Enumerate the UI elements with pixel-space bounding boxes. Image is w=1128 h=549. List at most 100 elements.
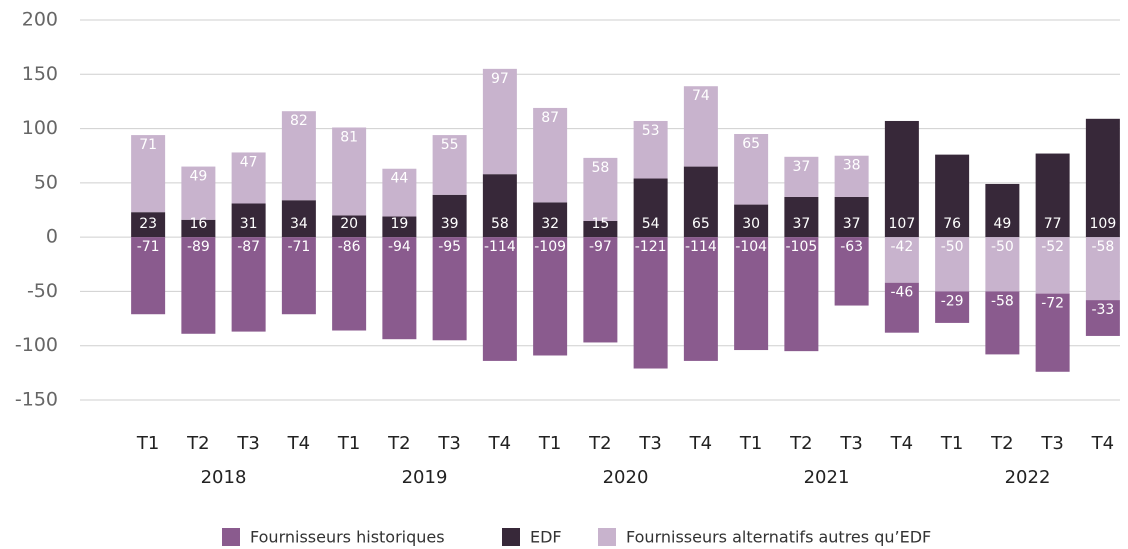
- year-label: 2020: [603, 467, 649, 488]
- legend-label: Fournisseurs alternatifs autres qu’EDF: [626, 528, 931, 547]
- value-label: 87: [541, 110, 559, 126]
- bar-segment: [131, 212, 166, 238]
- value-label: -121: [635, 239, 667, 255]
- bar-segment: [734, 204, 769, 238]
- value-label: 44: [390, 171, 408, 187]
- x-tick-label: T1: [940, 433, 963, 454]
- value-label: -42: [890, 239, 913, 255]
- x-tick-label: T4: [488, 433, 511, 454]
- bar-segment: [382, 237, 417, 340]
- value-label: 109: [1090, 216, 1117, 232]
- x-tick-label: T2: [789, 433, 812, 454]
- value-label: 31: [240, 216, 258, 232]
- bar-segment: [181, 219, 216, 238]
- value-label: 16: [189, 216, 207, 232]
- x-tick-label: T1: [739, 433, 762, 454]
- bar-segment: [935, 237, 970, 292]
- y-tick-label: 100: [22, 117, 58, 139]
- bar-segment: [633, 237, 668, 369]
- value-label: -72: [1041, 296, 1064, 312]
- bar-segment: [884, 282, 919, 333]
- value-label: 37: [843, 216, 861, 232]
- bar-segment: [432, 194, 467, 238]
- bar-segment: [1085, 118, 1120, 238]
- value-label: -109: [534, 239, 566, 255]
- value-label: -71: [287, 239, 310, 255]
- bar-segment: [683, 166, 718, 238]
- value-label: 15: [591, 216, 609, 232]
- value-label: -58: [1091, 239, 1114, 255]
- bar-segment: [884, 120, 919, 238]
- bar-segment: [784, 156, 819, 197]
- value-label: -58: [991, 293, 1014, 309]
- value-label: 23: [139, 216, 157, 232]
- bar-segment: [281, 111, 316, 201]
- bar-segment: [1035, 237, 1070, 294]
- bar-segment: [784, 237, 819, 352]
- bar-segment: [131, 135, 166, 213]
- x-tick-label: T2: [588, 433, 611, 454]
- bar-segment: [181, 166, 216, 220]
- y-tick-label: 0: [46, 226, 58, 248]
- bar-segment: [231, 152, 266, 204]
- bar-segment: [1035, 293, 1070, 372]
- bar-segment: [231, 203, 266, 238]
- bar-segment: [633, 178, 668, 238]
- bar-segment: [583, 237, 618, 343]
- bar-segment: [382, 216, 417, 238]
- x-tick-label: T3: [839, 433, 862, 454]
- value-label: -94: [388, 239, 411, 255]
- x-tick-label: T3: [437, 433, 460, 454]
- value-label: -89: [187, 239, 210, 255]
- value-label: 77: [1044, 216, 1062, 232]
- value-label: 58: [591, 160, 609, 176]
- value-label: 74: [692, 88, 710, 104]
- value-label: -104: [735, 239, 767, 255]
- x-tick-label: T2: [990, 433, 1013, 454]
- legend-swatch: [222, 528, 240, 546]
- bar-segment: [332, 215, 367, 238]
- legend-swatch: [598, 528, 616, 546]
- legend-label: EDF: [530, 528, 562, 547]
- value-label: -50: [991, 239, 1014, 255]
- x-tick-label: T3: [236, 433, 259, 454]
- bar-segment: [131, 237, 166, 315]
- bar-segment: [332, 237, 367, 331]
- x-tick-label: T4: [1091, 433, 1114, 454]
- bar-segment: [734, 237, 769, 351]
- value-label: 71: [139, 137, 157, 153]
- value-label: 55: [441, 137, 459, 153]
- value-label: 47: [240, 154, 258, 170]
- bar-segment: [332, 127, 367, 216]
- value-label: 37: [792, 216, 810, 232]
- bar-segment: [382, 168, 417, 217]
- value-label: 32: [541, 216, 559, 232]
- value-label: -86: [338, 239, 361, 255]
- value-label: 53: [642, 123, 660, 139]
- bar-segment: [533, 237, 568, 356]
- x-tick-label: T3: [638, 433, 661, 454]
- bar-segment: [281, 200, 316, 238]
- bar-segment: [181, 237, 216, 334]
- year-label: 2018: [201, 467, 247, 488]
- value-label: -105: [785, 239, 817, 255]
- value-label: 97: [491, 71, 509, 87]
- value-label: 65: [742, 136, 760, 152]
- value-label: -114: [685, 239, 717, 255]
- value-label: -71: [137, 239, 160, 255]
- bar-segment: [482, 174, 517, 238]
- value-label: -29: [941, 293, 964, 309]
- x-tick-label: T1: [538, 433, 561, 454]
- bar-segment: [583, 220, 618, 238]
- value-label: 37: [792, 159, 810, 175]
- value-label: 38: [843, 158, 861, 174]
- bar-segment: [633, 120, 668, 179]
- value-label: 39: [441, 216, 459, 232]
- bar-segment: [884, 237, 919, 283]
- year-label: 2019: [402, 467, 448, 488]
- value-label: -50: [941, 239, 964, 255]
- value-label: 82: [290, 113, 308, 129]
- value-label: 20: [340, 216, 358, 232]
- bar-segment: [734, 134, 769, 205]
- bar-segment: [432, 237, 467, 341]
